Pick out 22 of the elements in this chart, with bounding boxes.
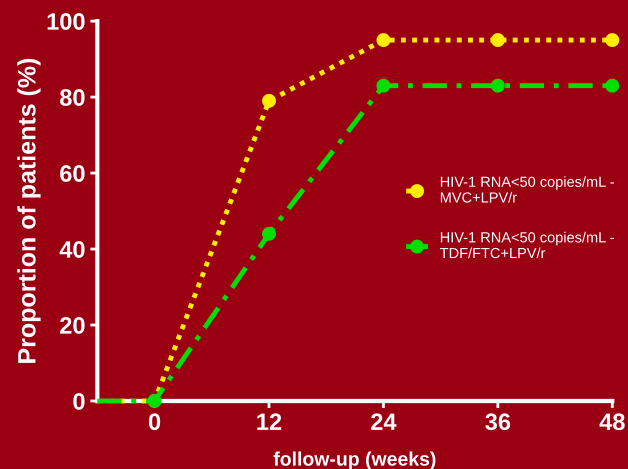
point [605, 33, 620, 48]
point [490, 78, 505, 93]
point [490, 33, 505, 48]
point [605, 78, 620, 93]
point [376, 33, 390, 48]
x-tick-label: 24 [371, 413, 396, 430]
legend-label: HIV-1 RNA<50 copies/mL - MVC+LPV/r [440, 176, 614, 203]
x-tick-label: 48 [600, 413, 625, 430]
y-tick-label: 0 [73, 393, 85, 410]
x-tick-label: 0 [148, 413, 160, 430]
point [262, 94, 276, 108]
point [376, 78, 390, 93]
point [262, 226, 276, 241]
legend-label: HIV-1 RNA<50 copies/mL - TDF/FTC+LPV/r [440, 232, 614, 258]
x-tick-label: 12 [257, 413, 282, 430]
x-tick-label: 36 [485, 413, 510, 430]
y-axis-title: Proportion of patients (%) [17, 58, 41, 363]
y-tick-label: 100 [48, 13, 85, 30]
y-tick-label: 40 [60, 241, 85, 258]
y-tick-label: 80 [60, 89, 85, 106]
y-tick-label: 20 [60, 317, 85, 334]
y-tick-label: 60 [60, 165, 85, 182]
